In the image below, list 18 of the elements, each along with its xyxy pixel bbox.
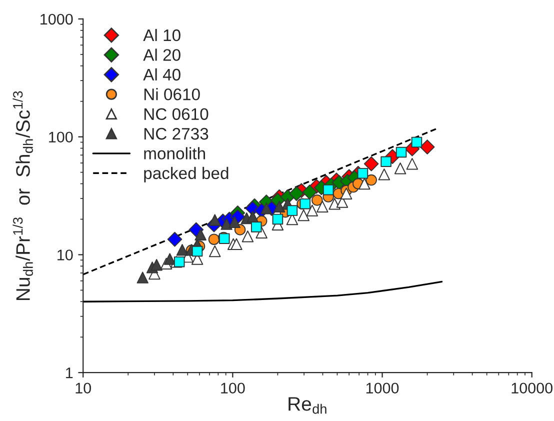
legend-label: monolith <box>144 147 206 160</box>
y-axis-title: Nu$_{dh}$/Pr$^{1/3}$ or Sh$_{dh}$/Sc$^{1/3}$ <box>12 91 33 300</box>
legend-label: Ni 0610 <box>144 88 200 100</box>
legend-label: Al 20 <box>143 48 180 61</box>
y-tick-label: 1000 <box>40 14 73 25</box>
y-tick-label: 1 <box>66 368 73 378</box>
x-axis-title: Re$_{dh}$ <box>288 397 326 414</box>
legend-label: Al 40 <box>143 68 180 81</box>
x-tick-label: 10 <box>76 382 91 394</box>
y-tick-label: 100 <box>49 132 73 143</box>
legend-label: NC 2733 <box>144 128 208 140</box>
x-tick-label: 100 <box>221 382 245 394</box>
legend-label: packed bed <box>144 166 228 182</box>
legend-label: Al 10 <box>143 28 180 42</box>
y-tick-label: 10 <box>58 250 73 260</box>
x-tick-label: 1000 <box>366 382 399 394</box>
legend-label: NC 0610 <box>144 108 208 120</box>
x-tick-label: 10000 <box>512 382 552 394</box>
